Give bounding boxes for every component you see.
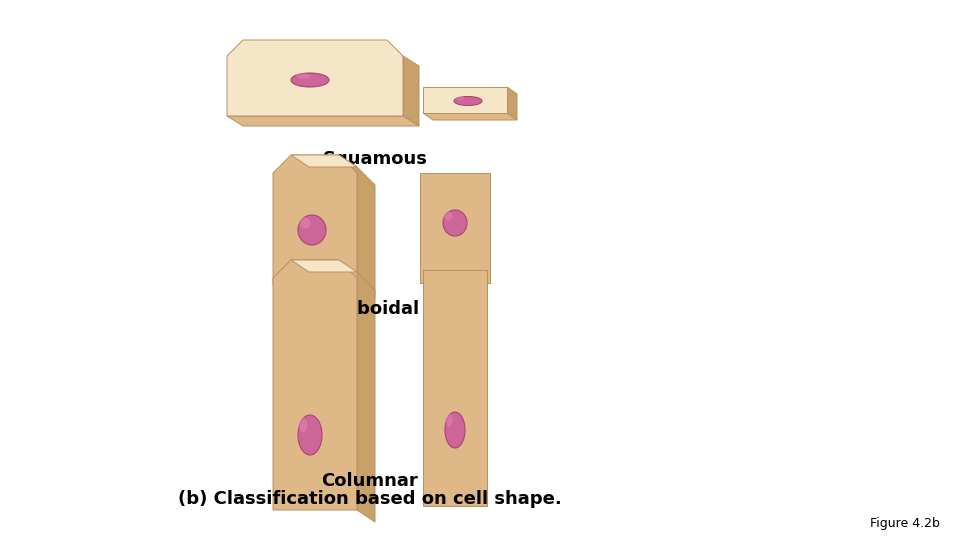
Text: Squamous: Squamous	[323, 150, 427, 168]
Polygon shape	[339, 155, 375, 297]
Ellipse shape	[443, 210, 467, 236]
Text: Cuboidal: Cuboidal	[331, 300, 420, 318]
Ellipse shape	[455, 97, 465, 99]
Polygon shape	[291, 260, 357, 272]
Polygon shape	[507, 87, 517, 120]
Polygon shape	[227, 40, 403, 116]
Ellipse shape	[299, 418, 307, 432]
Ellipse shape	[291, 73, 329, 87]
Polygon shape	[423, 113, 517, 120]
Polygon shape	[339, 260, 375, 522]
Polygon shape	[291, 155, 357, 167]
Ellipse shape	[300, 218, 310, 228]
Polygon shape	[403, 56, 419, 126]
Polygon shape	[423, 270, 487, 506]
Ellipse shape	[445, 414, 452, 427]
Ellipse shape	[444, 212, 452, 220]
Text: Columnar: Columnar	[322, 472, 419, 490]
Polygon shape	[227, 116, 419, 126]
Polygon shape	[423, 87, 507, 113]
Ellipse shape	[296, 73, 310, 78]
Text: Figure 4.2b: Figure 4.2b	[870, 517, 940, 530]
Ellipse shape	[298, 415, 322, 455]
Ellipse shape	[454, 97, 482, 105]
Ellipse shape	[298, 215, 326, 245]
Ellipse shape	[445, 412, 465, 448]
Polygon shape	[420, 173, 490, 283]
Text: (b) Classification based on cell shape.: (b) Classification based on cell shape.	[179, 490, 562, 508]
Polygon shape	[273, 260, 357, 510]
Polygon shape	[273, 155, 357, 285]
